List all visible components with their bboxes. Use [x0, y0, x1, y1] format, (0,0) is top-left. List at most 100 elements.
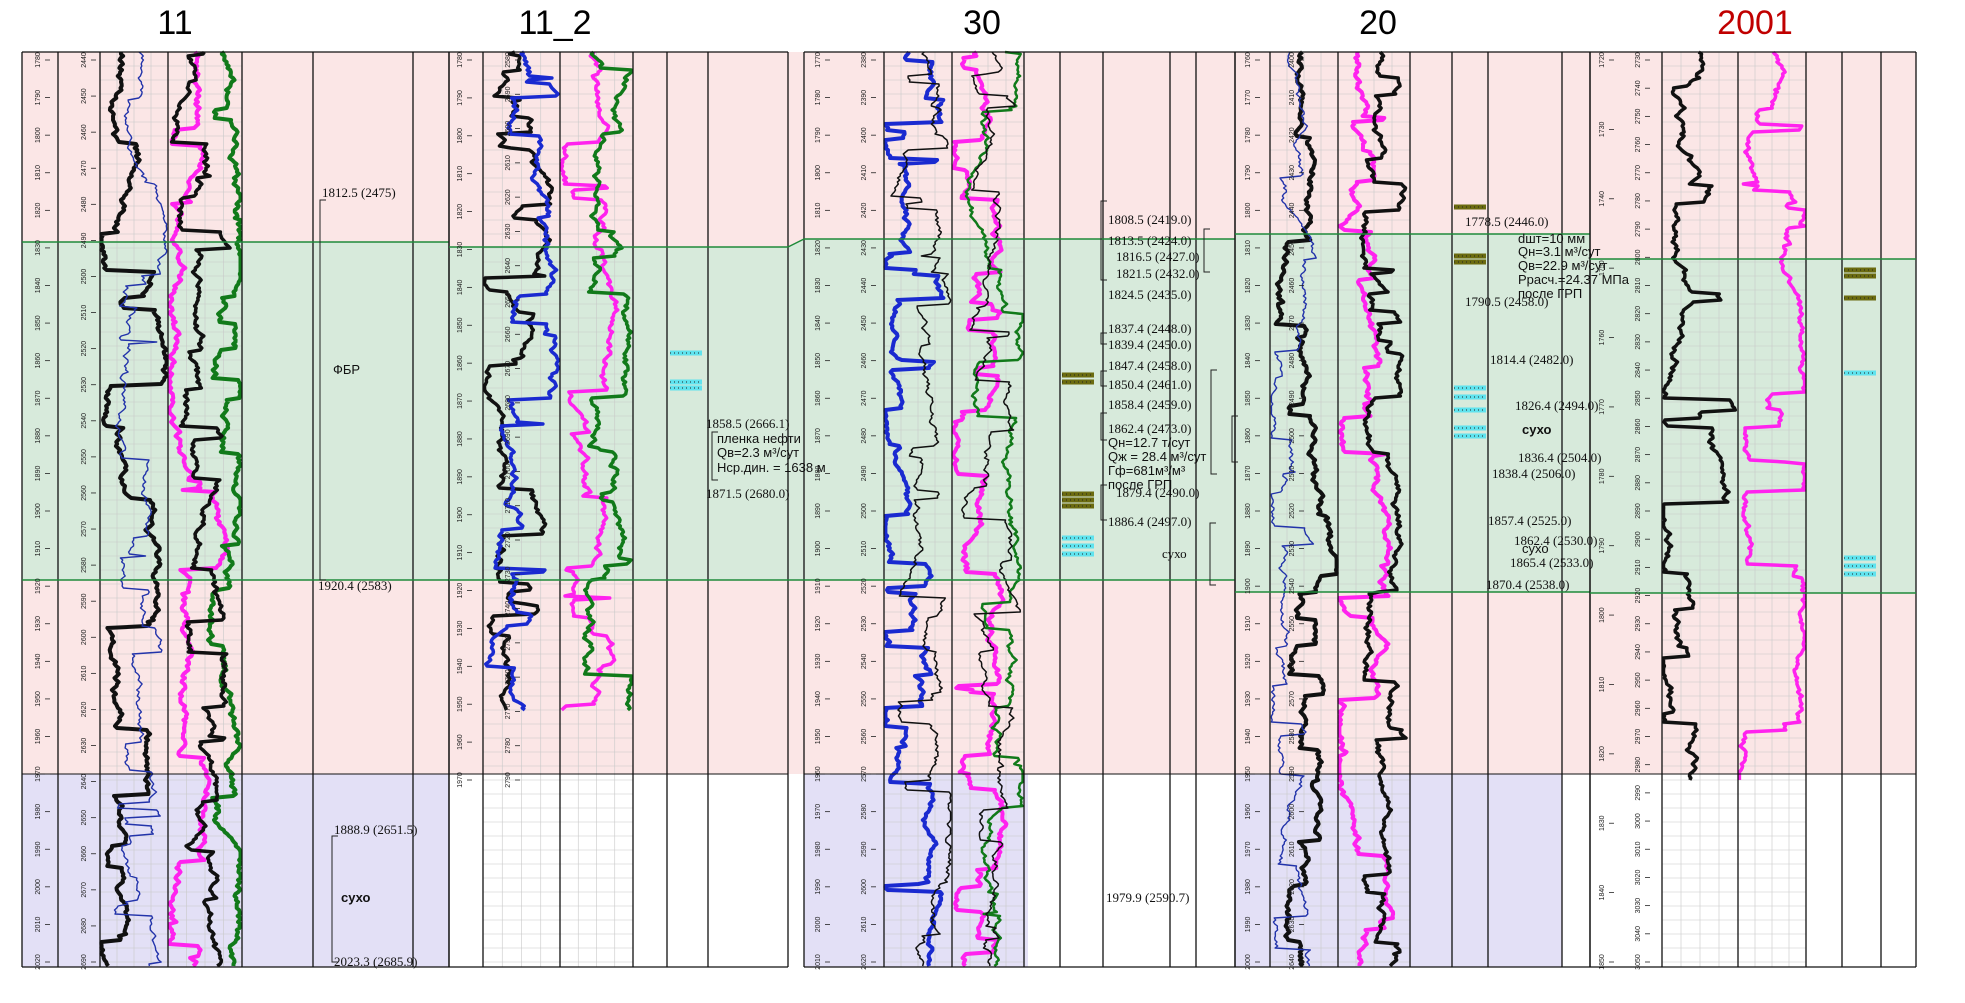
- interval-bracket: [1231, 415, 1238, 463]
- depth-tick-label: 1860: [457, 355, 464, 371]
- depth-tick-label: 1780: [1599, 468, 1606, 484]
- depth-tick-label: 1870: [1245, 466, 1252, 482]
- depth-tick-label: 1850: [35, 315, 42, 331]
- depth-tick-label: 2020: [35, 954, 42, 970]
- depth-tick-label: 1960: [35, 729, 42, 745]
- depth-tick-label: 1810: [1245, 240, 1252, 256]
- test-result: пленка нефти: [717, 431, 801, 446]
- test-result: сухо: [1162, 546, 1187, 561]
- depth-tick-label: 2600: [1289, 804, 1296, 820]
- depth-tick-label: 1970: [815, 804, 822, 820]
- depth-tick-label: 2470: [81, 160, 88, 176]
- depth-tick-label: 1800: [1245, 202, 1252, 218]
- depth-tick-label: 1900: [457, 507, 464, 523]
- depth-tick-label: 1780: [35, 52, 42, 68]
- depth-tick-label: 1910: [35, 541, 42, 557]
- well-30-annotations: 1808.5 (2419.0) 1813.5 (2424.0)1816.5 (24…: [1106, 212, 1206, 905]
- log-curve: [964, 50, 1024, 968]
- depth-tick-label: 2010: [35, 917, 42, 933]
- depth-tick-label: 2530: [1289, 541, 1296, 557]
- depth-tick-label: 2000: [815, 917, 822, 933]
- test-result: сухо: [1522, 541, 1549, 556]
- depth-tick-label: 2730: [1635, 52, 1642, 68]
- depth-tick-label: 2430: [861, 240, 868, 256]
- interval-label: 1836.4 (2504.0): [1518, 450, 1601, 465]
- depth-tick-label: 1840: [35, 278, 42, 294]
- interval-label: 1871.5 (2680.0): [706, 486, 789, 501]
- interval-label: 1838.4 (2506.0): [1492, 466, 1575, 481]
- depth-tick-label: 2400: [861, 127, 868, 143]
- depth-tick-label: 1950: [815, 729, 822, 745]
- interval-label: 1886.4 (2497.0): [1108, 514, 1191, 529]
- depth-tick-label: 2460: [81, 124, 88, 140]
- test-result: после ГРП: [1108, 477, 1172, 492]
- interval-bracket: [1100, 412, 1107, 441]
- depth-tick-label: 1890: [35, 466, 42, 482]
- depth-tick-label: 2840: [1635, 362, 1642, 378]
- depth-tick-label: 1930: [457, 621, 464, 637]
- depth-tick-label: 2770: [505, 704, 512, 720]
- depth-tick-label: 2750: [1635, 108, 1642, 124]
- depth-tick-label: 2560: [861, 729, 868, 745]
- depth-tick-label: 2570: [81, 521, 88, 537]
- depth-tick-label: 1850: [1599, 954, 1606, 970]
- depth-tick-label: 2490: [861, 466, 868, 482]
- depth-tick-label: 1790: [1599, 538, 1606, 554]
- depth-tick-label: 1810: [35, 165, 42, 181]
- perforation-markers: [670, 204, 1876, 577]
- depth-tick-label: 2860: [1635, 419, 1642, 435]
- depth-tick-label: 2930: [1635, 616, 1642, 632]
- depth-tick-label: 1920: [35, 578, 42, 594]
- log-curves: [99, 50, 1807, 968]
- depth-tick-label: 1960: [457, 734, 464, 750]
- depth-tick-label: 2620: [1289, 879, 1296, 895]
- depth-tick-label: 1770: [1599, 399, 1606, 415]
- depth-tick-label: 2900: [1635, 531, 1642, 547]
- depth-tick-label: 1810: [1599, 677, 1606, 693]
- depth-tick-label: 2810: [1635, 278, 1642, 294]
- depth-tick-label: 1940: [457, 658, 464, 674]
- log-curve: [169, 51, 232, 968]
- depth-tick-label: 1980: [1245, 879, 1252, 895]
- well-title-11: 11: [157, 4, 192, 42]
- depth-tick-label: 2400: [1289, 52, 1296, 68]
- depth-tick-label: 2700: [505, 464, 512, 480]
- depth-tick-label: 3050: [1635, 954, 1642, 970]
- depth-tick-label: 2580: [861, 804, 868, 820]
- interval-label: 1808.5 (2419.0): [1108, 212, 1191, 227]
- depth-tick-label: 2790: [1635, 221, 1642, 237]
- depth-tick-label: 2600: [81, 629, 88, 645]
- interval-label: 1858.5 (2666.1): [706, 416, 789, 431]
- zone-connector: [788, 52, 804, 247]
- depth-scales: 1780 1790 1800 1810 1820 1830 1840 1850 1860 1870…: [35, 52, 1650, 970]
- depth-tick-label: 1870: [35, 390, 42, 406]
- depth-tick-label: 2630: [505, 224, 512, 240]
- depth-tick-label: 1870: [815, 428, 822, 444]
- interval-label: 1826.4 (2494.0): [1515, 398, 1598, 413]
- depth-tick-label: 2410: [1289, 90, 1296, 106]
- depth-tick-label: 1900: [815, 541, 822, 557]
- interval-label: 1850.4 (2461.0): [1108, 377, 1191, 392]
- depth-tick-label: 2780: [1635, 193, 1642, 209]
- log-curve: [1737, 50, 1807, 780]
- depth-tick-label: 1820: [457, 204, 464, 220]
- test-result: Qв=22.9 м³/сут: [1518, 258, 1607, 273]
- depth-tick-label: 2910: [1635, 559, 1642, 575]
- depth-tick-label: 1950: [457, 696, 464, 712]
- depth-tick-label: 2570: [861, 766, 868, 782]
- track-dividers: [21, 51, 1917, 968]
- depth-tick-label: 1820: [1599, 746, 1606, 762]
- depth-tick-label: 2990: [1635, 785, 1642, 801]
- log-curve: [581, 50, 634, 712]
- depth-tick-label: 2870: [1635, 447, 1642, 463]
- depth-tick-label: 1840: [815, 315, 822, 331]
- depth-tick-label: 1990: [35, 841, 42, 857]
- depth-tick-label: 1840: [1245, 353, 1252, 369]
- depth-tick-label: 1820: [35, 202, 42, 218]
- depth-tick-label: 1820: [815, 240, 822, 256]
- correlation-line: [787, 238, 805, 248]
- depth-tick-label: 2440: [1289, 202, 1296, 218]
- depth-tick-label: 2550: [81, 449, 88, 465]
